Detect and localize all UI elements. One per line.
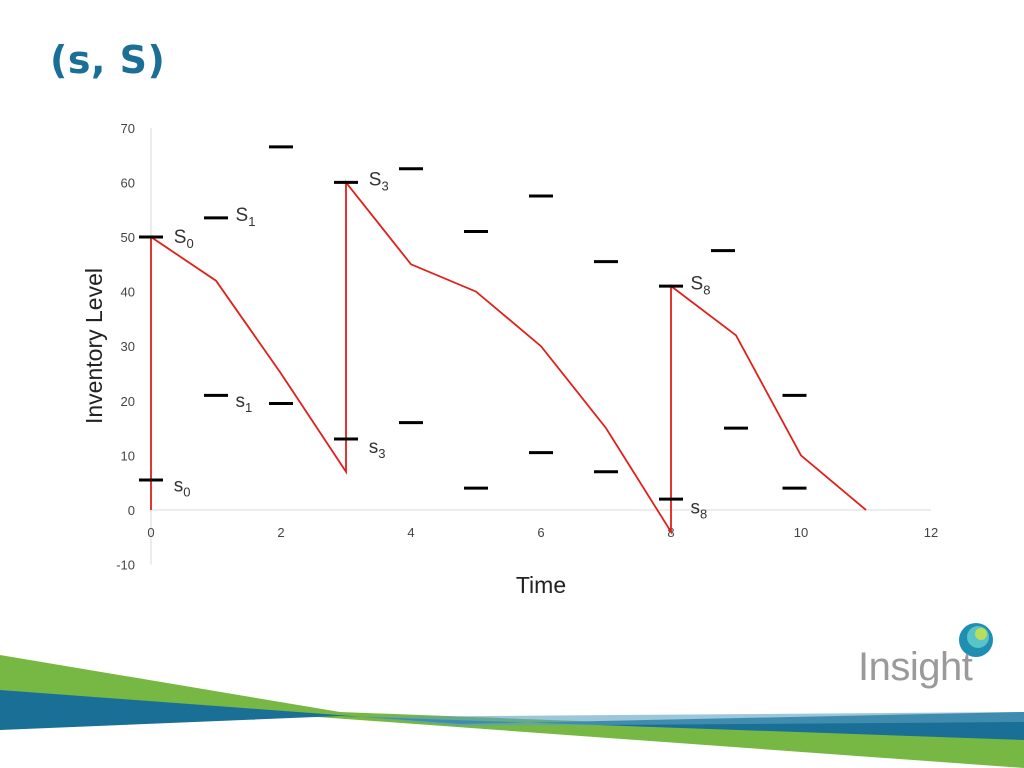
y-tick-label: 10 <box>121 448 135 463</box>
inventory-line <box>150 179 867 535</box>
slide-title: (s, S) <box>50 38 166 82</box>
band-blue <box>0 690 1024 740</box>
x-tick-label: 0 <box>147 525 154 540</box>
x-tick-label: 12 <box>924 525 938 540</box>
x-tick-label: 10 <box>794 525 808 540</box>
logo-mark <box>959 623 993 657</box>
logo-text: Insight <box>858 645 973 689</box>
y-tick-label: 40 <box>121 285 135 300</box>
band-light <box>360 712 1024 726</box>
annotation-label: s8 <box>691 497 708 521</box>
y-axis-title: Inventory Level <box>81 268 107 424</box>
x-tick-label: 4 <box>407 525 414 540</box>
y-tick-label: 50 <box>121 230 135 245</box>
annotation-label: S1 <box>236 205 256 229</box>
y-tick-label: -10 <box>116 558 135 573</box>
y-tick-label: 60 <box>121 175 135 190</box>
bottom-bands <box>0 655 1024 768</box>
annotation-label: S3 <box>369 170 389 194</box>
annotation-label: s1 <box>236 391 253 415</box>
y-tick-label: 0 <box>128 503 135 518</box>
band-green <box>0 655 1024 768</box>
chart-marks: S0 S1 S3 S8 s0 s1 s3 s8 <box>139 145 867 535</box>
y-tick-label: 20 <box>121 394 135 409</box>
annotation-label: s0 <box>174 475 191 499</box>
x-axis-title: Time <box>516 572 566 598</box>
x-tick-label: 6 <box>537 525 544 540</box>
y-tick-label: 30 <box>121 339 135 354</box>
x-tick-label: 2 <box>277 525 284 540</box>
annotation-label: s3 <box>369 437 386 461</box>
annotation-label: S0 <box>174 227 194 251</box>
y-tick-label: 70 <box>121 121 135 136</box>
annotation-label: S8 <box>691 273 711 297</box>
